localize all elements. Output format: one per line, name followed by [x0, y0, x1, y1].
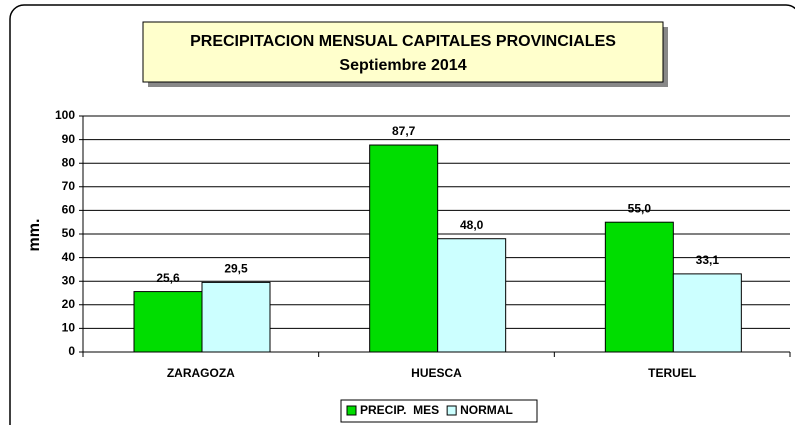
y-tick-label: 60 [62, 203, 76, 217]
bar [133, 291, 203, 353]
x-tick-label: ZARAGOZA [167, 366, 235, 380]
chart-title: PRECIPITACION MENSUAL CAPITALES PROVINCI… [190, 33, 616, 50]
value-label: 55,0 [628, 201, 652, 215]
value-label: 29,5 [224, 262, 248, 276]
legend-swatch [446, 405, 457, 416]
legend-label: NORMAL [460, 403, 513, 417]
value-label: 48,0 [460, 218, 484, 232]
y-tick-label: 20 [62, 297, 76, 311]
value-label: 25,6 [156, 271, 180, 285]
bar [201, 281, 271, 353]
legend-swatch [346, 405, 357, 416]
value-label: 33,1 [696, 253, 720, 267]
y-tick-label: 90 [62, 132, 76, 146]
x-tick-label: TERUEL [648, 366, 696, 380]
value-label: 87,7 [392, 124, 416, 138]
bar [604, 221, 674, 353]
chart-subtitle: Septiembre 2014 [339, 57, 466, 74]
y-tick-label: 100 [55, 108, 75, 122]
title-box [142, 21, 664, 83]
bar [672, 273, 742, 353]
bar [369, 144, 439, 353]
y-axis-label: mm. [26, 219, 43, 252]
x-tick-label: HUESCA [411, 366, 462, 380]
y-tick-label: 70 [62, 179, 76, 193]
y-tick-label: 40 [62, 250, 76, 264]
legend [340, 399, 538, 423]
y-tick-label: 0 [68, 344, 75, 358]
y-tick-label: 50 [62, 226, 76, 240]
y-tick-label: 80 [62, 155, 76, 169]
y-tick-label: 30 [62, 273, 76, 287]
legend-label: PRECIP. MES [360, 403, 439, 417]
y-tick-label: 10 [62, 321, 76, 335]
bar [437, 238, 507, 353]
